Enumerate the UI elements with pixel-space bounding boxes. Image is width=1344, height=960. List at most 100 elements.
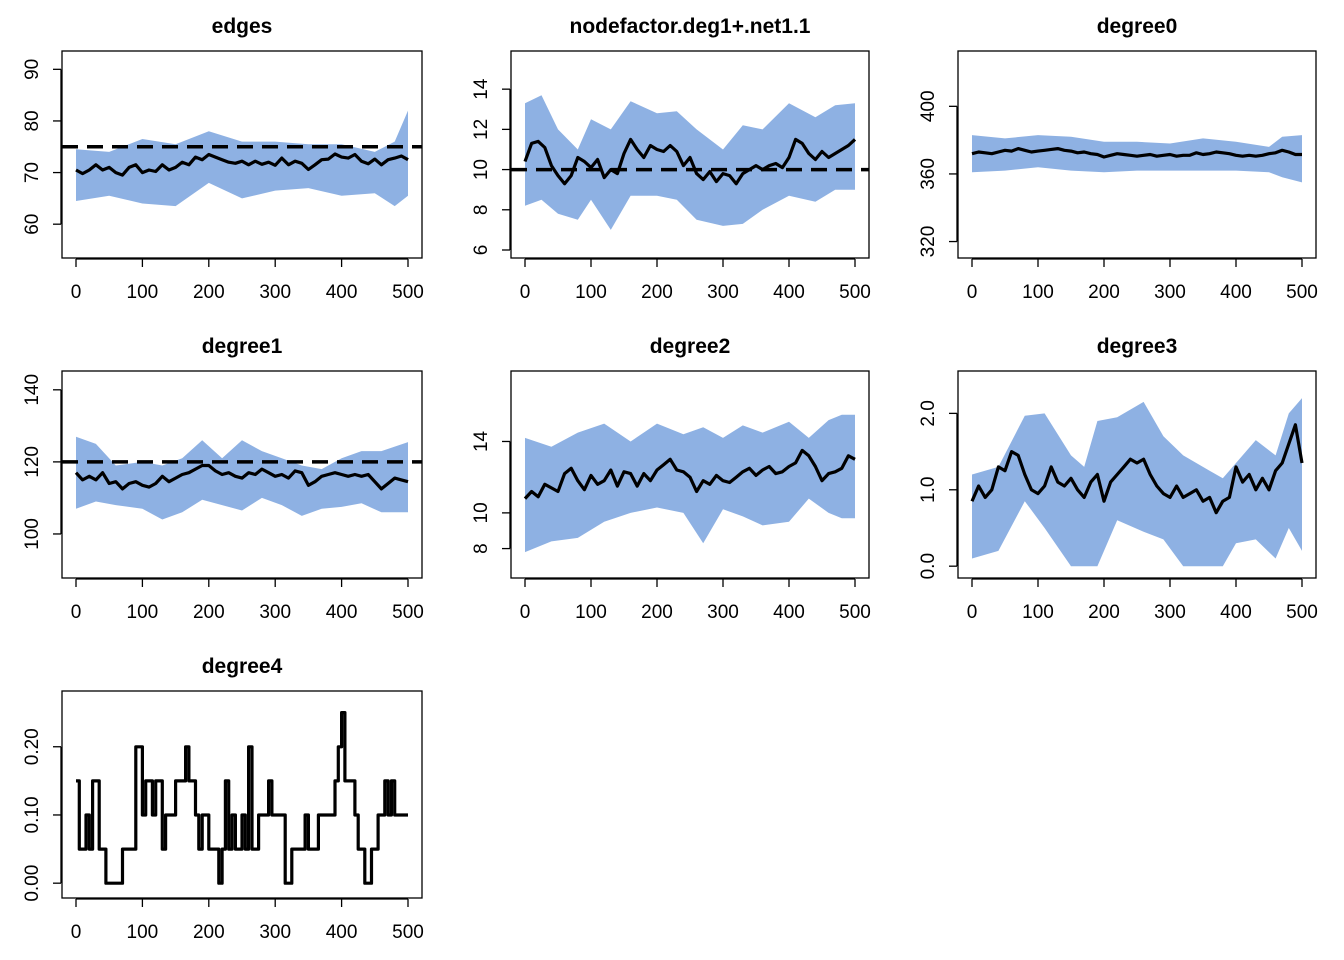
x-tick-label: 500 (839, 602, 871, 623)
x-tick-label: 100 (575, 602, 607, 623)
y-tick-label: 0.00 (22, 865, 43, 902)
x-tick-label: 0 (967, 282, 978, 303)
x-tick-label: 100 (575, 282, 607, 303)
x-axis: 0 100 200 300 400 500 (520, 578, 871, 623)
x-tick-label: 0 (967, 602, 978, 623)
confidence-band (525, 95, 855, 230)
panel-title: degree4 (202, 655, 283, 678)
x-tick-label: 400 (1220, 602, 1252, 623)
confidence-band (525, 414, 855, 553)
confidence-band (972, 135, 1302, 183)
y-axis: 60 70 80 90 (22, 59, 62, 235)
y-tick-label: 14 (471, 430, 492, 452)
confidence-band (972, 398, 1302, 567)
x-axis: 0 100 200 300 400 500 (71, 258, 424, 303)
plot-frame (957, 370, 1317, 579)
x-tick-label: 300 (707, 602, 739, 623)
plot-frame (510, 50, 870, 259)
y-tick-label: 1.0 (918, 477, 939, 503)
y-tick-label: 120 (22, 446, 43, 478)
x-tick-label: 500 (1286, 282, 1318, 303)
y-tick-label: 14 (471, 78, 492, 100)
y-axis: 0.0 1.0 2.0 (918, 400, 958, 579)
x-tick-label: 200 (1088, 602, 1120, 623)
y-tick-label: 6 (471, 245, 492, 256)
x-tick-label: 400 (1220, 282, 1252, 303)
y-tick-label: 400 (918, 90, 939, 122)
panel-title: degree3 (1097, 335, 1178, 358)
y-tick-label: 8 (471, 543, 492, 554)
y-tick-label: 0.0 (918, 553, 939, 579)
panel-title: degree2 (650, 335, 731, 358)
y-tick-label: 0.10 (22, 796, 43, 833)
x-tick-label: 0 (71, 282, 82, 303)
y-tick-label: 360 (918, 158, 939, 190)
y-tick-label: 140 (22, 374, 43, 406)
panel-2: degree0 0 100 200 300 400 500 320 360 400 (918, 15, 1318, 303)
x-tick-label: 300 (259, 282, 291, 303)
y-tick-label: 70 (22, 162, 43, 183)
y-axis: 6 8 10 12 14 (471, 78, 511, 256)
series-line (971, 147, 1302, 159)
x-axis: 0 100 200 300 400 500 (520, 258, 871, 303)
x-axis: 0 100 200 300 400 500 (967, 258, 1318, 303)
x-axis: 0 100 200 300 400 500 (71, 578, 424, 623)
x-tick-label: 500 (392, 922, 424, 943)
series-line (76, 711, 408, 885)
panel-4: degree2 0 100 200 300 400 500 8 10 14 (471, 335, 871, 623)
series-line (523, 137, 857, 186)
y-tick-label: 320 (918, 226, 939, 258)
x-tick-label: 500 (839, 282, 871, 303)
x-axis: 0 100 200 300 400 500 (71, 898, 424, 943)
panel-3: degree1 0 100 200 300 400 500 100 120 140 (22, 335, 424, 623)
plot-frame (61, 50, 423, 259)
panel-1: nodefactor.deg1+.net1.1 0 100 200 300 400 500 6… (471, 15, 871, 303)
confidence-band (76, 110, 408, 207)
y-tick-label: 80 (22, 110, 43, 131)
plot-frame (61, 690, 423, 899)
x-tick-label: 300 (259, 922, 291, 943)
panel-title: nodefactor.deg1+.net1.1 (570, 15, 811, 38)
x-tick-label: 400 (326, 282, 358, 303)
x-tick-label: 400 (326, 602, 358, 623)
panel-5: degree3 0 100 200 300 400 500 0.0 1.0 2.0 (918, 335, 1318, 623)
plot-frame (61, 370, 423, 579)
x-tick-label: 200 (193, 282, 225, 303)
x-tick-label: 0 (71, 602, 82, 623)
x-tick-label: 0 (520, 602, 531, 623)
panel-title: degree0 (1097, 15, 1178, 38)
x-tick-label: 100 (1022, 282, 1054, 303)
y-axis: 8 10 14 (471, 430, 511, 554)
plot-frame (957, 50, 1317, 259)
y-tick-label: 12 (471, 119, 492, 140)
y-axis: 0.00 0.10 0.20 (22, 728, 62, 902)
y-tick-label: 10 (471, 502, 492, 523)
x-tick-label: 200 (641, 602, 673, 623)
series-line (970, 423, 1304, 515)
y-tick-label: 10 (471, 159, 492, 180)
x-tick-label: 100 (1022, 602, 1054, 623)
y-tick-label: 60 (22, 214, 43, 235)
x-tick-label: 500 (392, 282, 424, 303)
y-tick-label: 90 (22, 59, 43, 80)
x-tick-label: 200 (1088, 282, 1120, 303)
y-tick-label: 8 (471, 205, 492, 216)
panel-6: degree4 0 100 200 300 400 500 0.00 0.10 0.20 (22, 655, 424, 943)
y-tick-label: 2.0 (918, 400, 939, 426)
x-tick-label: 500 (1286, 602, 1318, 623)
series-line (75, 152, 409, 177)
x-tick-label: 0 (520, 282, 531, 303)
x-tick-label: 400 (773, 602, 805, 623)
panel-title: degree1 (202, 335, 283, 358)
x-axis: 0 100 200 300 400 500 (967, 578, 1318, 623)
x-tick-label: 300 (707, 282, 739, 303)
x-tick-label: 200 (193, 602, 225, 623)
x-tick-label: 0 (71, 922, 82, 943)
series-line (74, 463, 409, 491)
panel-title: edges (212, 15, 273, 38)
x-tick-label: 400 (773, 282, 805, 303)
series-line (523, 448, 856, 500)
x-tick-label: 500 (392, 602, 424, 623)
x-tick-label: 300 (1154, 602, 1186, 623)
